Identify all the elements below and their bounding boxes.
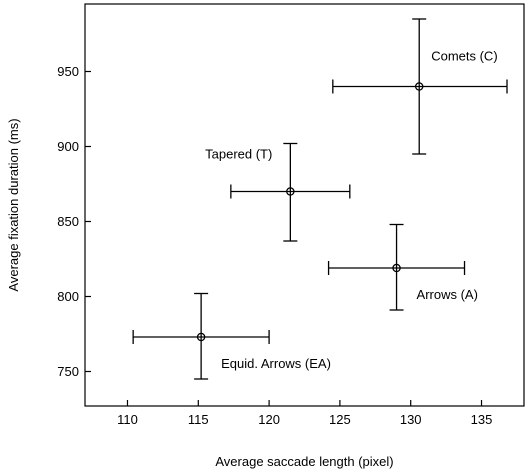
- data-point-group: Arrows (A): [327, 223, 478, 311]
- data-marks: Comets (C) Tapered (T) Arrows (A) Equid. Ar…: [132, 18, 508, 380]
- y-tick-label: 800: [57, 289, 79, 304]
- x-tick-label: 115: [188, 412, 209, 427]
- x-tick-label: 135: [471, 412, 493, 427]
- y-axis-label: Average fixation duration (ms): [6, 118, 21, 291]
- x-tick-label: 130: [400, 412, 422, 427]
- y-tick-label: 900: [57, 139, 79, 154]
- data-point-group: Comets (C): [332, 18, 508, 155]
- y-tick-label: 750: [57, 364, 79, 379]
- data-point: [392, 263, 401, 273]
- x-tick-label: 120: [258, 412, 280, 427]
- y-tick-label: 950: [57, 64, 79, 79]
- x-axis-label: Average saccade length (pixel): [215, 454, 393, 469]
- y-tick-label: 850: [57, 214, 79, 229]
- point-label: Equid. Arrows (EA): [221, 356, 331, 371]
- x-tick-label: 110: [117, 412, 138, 427]
- data-point-group: Tapered (T): [205, 142, 351, 242]
- x-tick-label: 125: [329, 412, 351, 427]
- plot-frame: [84, 3, 525, 407]
- data-point: [286, 187, 295, 196]
- data-point-group: Equid. Arrows (EA): [132, 292, 331, 380]
- data-point: [196, 332, 206, 342]
- axes: 110 115 120 125 130 135 750 800 850 900 950: [57, 3, 525, 427]
- point-label: Tapered (T): [205, 147, 272, 162]
- point-label: Arrows (A): [417, 287, 478, 302]
- data-point: [414, 82, 424, 91]
- point-label: Comets (C): [431, 49, 497, 64]
